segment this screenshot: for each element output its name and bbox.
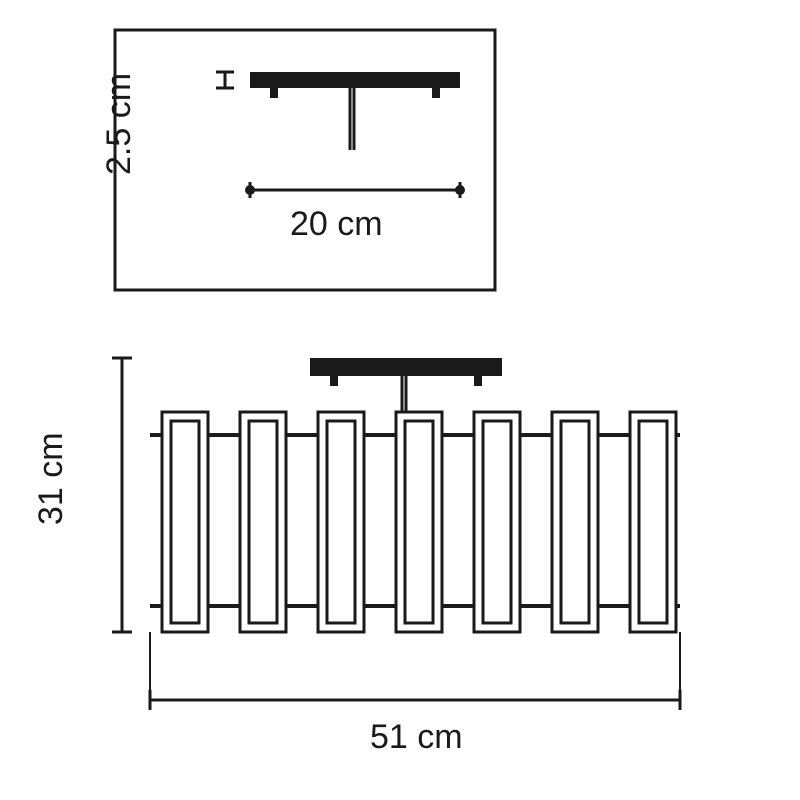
mount-tab-front-0 — [330, 376, 338, 386]
slat-2 — [318, 412, 364, 632]
mount-tab-0 — [270, 88, 278, 98]
top-view-panel: 2.5 cm 20 cm — [100, 30, 495, 290]
dim-label-fixture-height: 31 cm — [32, 432, 70, 525]
slat-0 — [162, 412, 208, 632]
dim-label-plate-height: 2.5 cm — [100, 73, 138, 175]
front-view-panel: 31 cm 51 cm — [32, 358, 680, 756]
slat-4 — [474, 412, 520, 632]
slat-3 — [396, 412, 442, 632]
mount-plate-front — [310, 358, 502, 376]
mount-tab-1 — [432, 88, 440, 98]
top-panel-frame — [115, 30, 495, 290]
slat-6 — [630, 412, 676, 632]
mount-plate-top — [250, 72, 460, 88]
mount-tab-front-1 — [474, 376, 482, 386]
slat-5 — [552, 412, 598, 632]
dim-label-fixture-width: 51 cm — [370, 718, 463, 756]
dim-label-plate-width: 20 cm — [290, 205, 383, 243]
slat-1 — [240, 412, 286, 632]
